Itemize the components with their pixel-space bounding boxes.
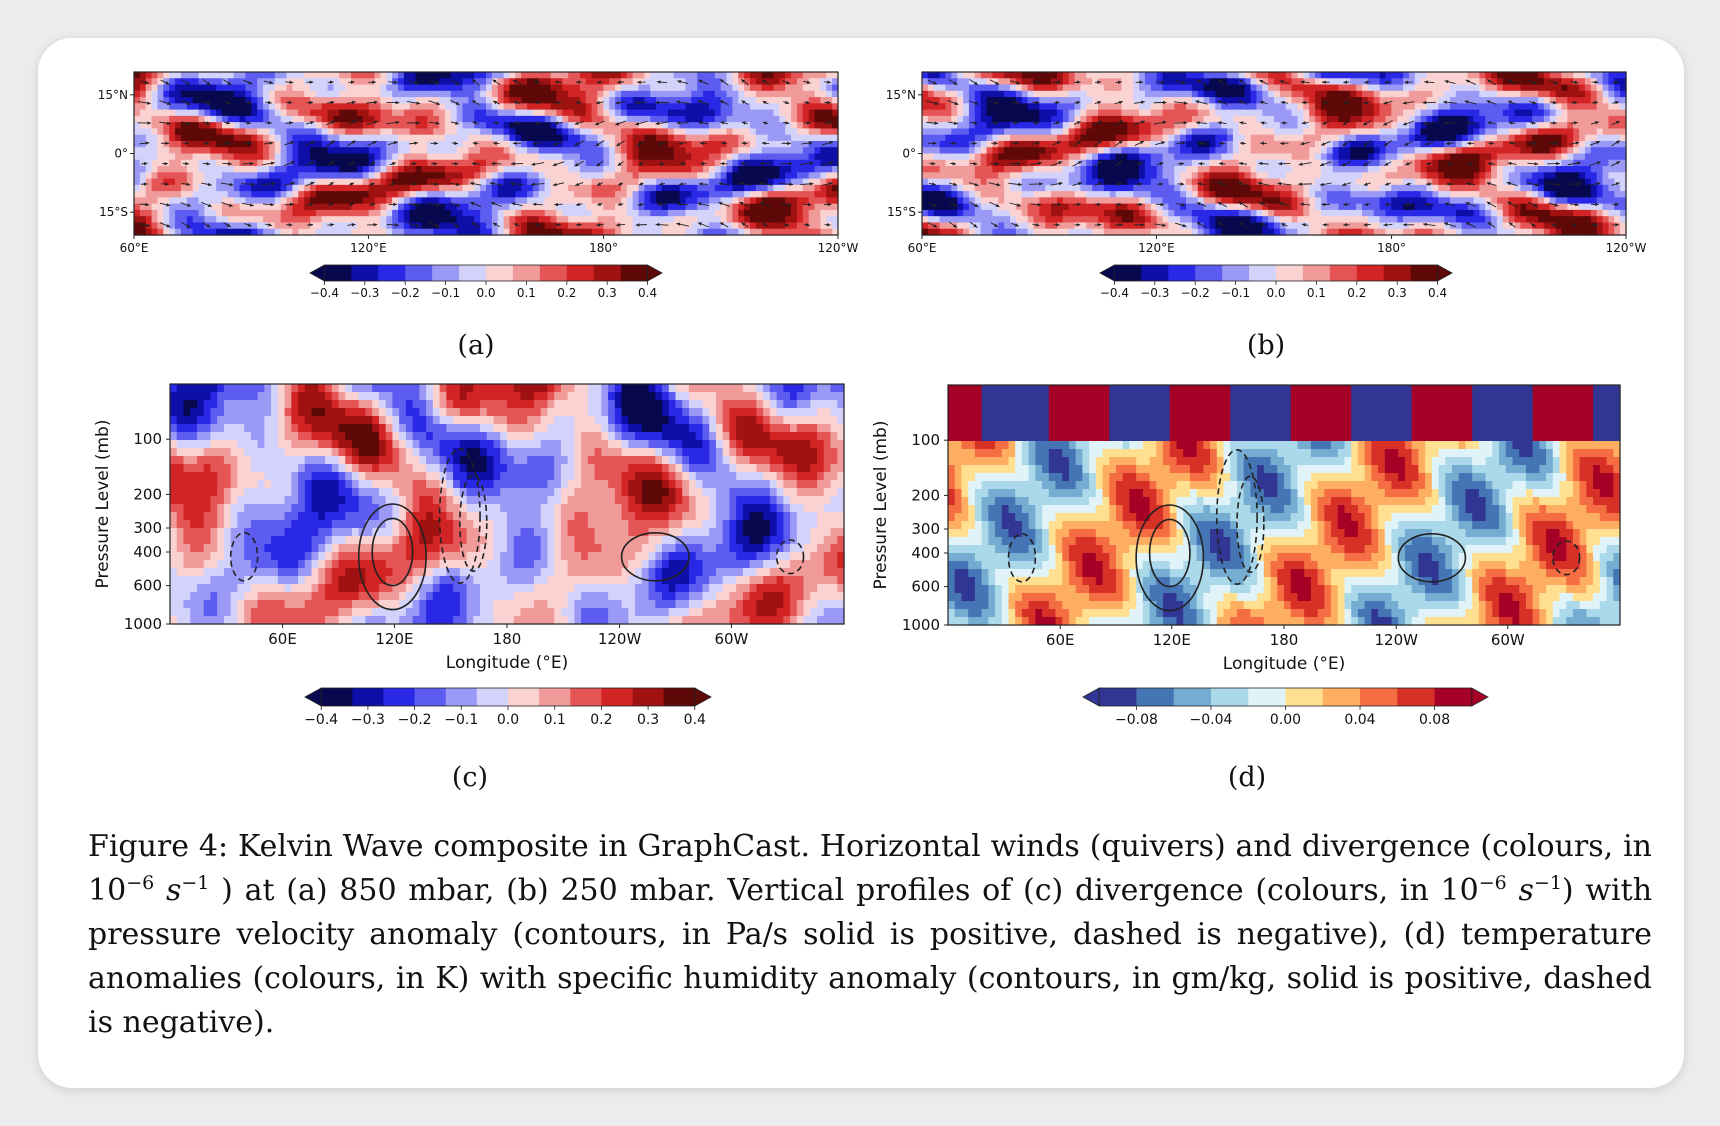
x-axis-label: Longitude (°E) [446, 653, 568, 673]
y-axis-label: Pressure Level (mb) [93, 420, 113, 589]
sublabel-b: (b) [1246, 330, 1286, 361]
wind-quivers-b [926, 79, 1621, 229]
colorbar-tick-label: 0.1 [544, 712, 566, 728]
colorbar-tick-label: 0.2 [557, 286, 576, 300]
figure-caption: Figure 4: Kelvin Wave composite in Graph… [88, 829, 1653, 1040]
y-tick-label: 15°S [887, 205, 916, 219]
sublabel-d: (d) [1227, 762, 1267, 793]
y-tick-label: 400 [911, 544, 940, 562]
y-tick-label: 0° [114, 147, 128, 161]
colorbar-tick-label: 0.08 [1419, 712, 1450, 728]
y-tick-label: 1000 [902, 616, 940, 634]
colorbar-tick-label: −0.4 [304, 712, 338, 728]
colorbar-b: −0.4 −0.3 −0.2 −0.1 0.0 0.1 0.2 0.3 0.4 [1099, 264, 1453, 300]
colorbar-tick-label: −0.1 [1221, 286, 1250, 300]
colorbar-tick-label: −0.2 [398, 712, 432, 728]
colorbar-tick-label: −0.04 [1190, 712, 1233, 728]
colorbar-tick-label: 0.00 [1270, 712, 1301, 728]
y-tick-label: 15°N [886, 88, 916, 102]
colorbar-d: −0.08 −0.04 0.00 0.04 0.08 [1082, 687, 1489, 728]
x-tick-label: 60W [714, 630, 748, 648]
figure-number: Figure 4: [88, 829, 229, 864]
wind-quivers-a [137, 78, 834, 228]
x-tick-label: 60E [268, 630, 297, 648]
x-tick-label: 180 [1270, 631, 1299, 649]
colorbar-tick-label: −0.08 [1115, 712, 1158, 728]
caption-lead: Kelvin Wave composite in GraphCast. Hori… [88, 829, 1653, 908]
y-tick-label: 100 [911, 431, 940, 449]
colorbar-tick-label: 0.0 [1266, 286, 1285, 300]
colorbar-tick-label: −0.4 [1100, 286, 1129, 300]
colorbar-tick-label: 0.0 [476, 286, 495, 300]
heatmap-c [169, 383, 845, 625]
x-tick-label: 180 [493, 630, 522, 648]
y-tick-label: 200 [133, 485, 162, 503]
colorbar-tick-label: −0.2 [391, 286, 420, 300]
colorbar-tick-label: −0.4 [310, 286, 339, 300]
y-tick-label: 100 [133, 430, 162, 448]
colorbar-tick-label: 0.4 [684, 712, 706, 728]
colorbar-tick-label: 0.04 [1344, 712, 1375, 728]
y-tick-label: 15°S [99, 205, 128, 219]
y-tick-label: 200 [911, 486, 940, 504]
colorbar-tick-label: 0.2 [1347, 286, 1366, 300]
heatmap-d [947, 384, 1621, 626]
heatmap-a [133, 71, 839, 236]
x-tick-label: 60°E [120, 241, 149, 255]
colorbar-tick-label: 0.1 [517, 286, 536, 300]
colorbar-tick-label: 0.1 [1307, 286, 1326, 300]
colorbar-tick-label: −0.2 [1181, 286, 1210, 300]
y-tick-label: 600 [911, 578, 940, 596]
x-tick-label: 120°W [1606, 241, 1647, 255]
x-tick-label: 120W [1374, 631, 1418, 649]
y-tick-label: 400 [133, 543, 162, 561]
colorbar-tick-label: 0.3 [1388, 286, 1407, 300]
contours-d [1007, 448, 1581, 612]
colorbar-tick-label: 0.4 [638, 286, 657, 300]
y-tick-label: 0° [902, 147, 916, 161]
colorbar-tick-label: 0.0 [497, 712, 519, 728]
colorbar-tick-label: −0.3 [350, 286, 379, 300]
y-tick-label: 15°N [98, 88, 128, 102]
sublabel-a: (a) [457, 330, 495, 361]
y-axis-label: Pressure Level (mb) [871, 421, 891, 590]
x-tick-label: 60°E [908, 241, 937, 255]
colorbar-tick-label: 0.3 [637, 712, 659, 728]
contours-c [229, 447, 805, 611]
x-tick-label: 120°E [350, 241, 387, 255]
colorbar-tick-label: −0.1 [444, 712, 478, 728]
heatmap-b [921, 71, 1627, 236]
y-tick-label: 1000 [124, 615, 162, 633]
x-tick-label: 120E [1153, 631, 1191, 649]
x-tick-label: 120°W [818, 241, 859, 255]
y-tick-label: 300 [911, 520, 940, 538]
colorbar-tick-label: −0.3 [1140, 286, 1169, 300]
x-axis-label: Longitude (°E) [1223, 654, 1345, 674]
colorbar-tick-label: 0.2 [590, 712, 612, 728]
x-tick-label: 180° [589, 241, 618, 255]
sublabel-c: (c) [451, 762, 489, 793]
x-tick-label: 120E [375, 630, 413, 648]
y-tick-label: 600 [133, 577, 162, 595]
colorbar-c: −0.4 −0.3 −0.2 −0.1 0.0 0.1 0.2 0.3 0.4 [304, 687, 712, 728]
y-tick-label: 300 [133, 519, 162, 537]
x-tick-label: 120°E [1138, 241, 1175, 255]
colorbar-tick-label: 0.3 [598, 286, 617, 300]
colorbar-tick-label: −0.1 [431, 286, 460, 300]
colorbar-a: −0.4 −0.3 −0.2 −0.1 0.0 0.1 0.2 0.3 0.4 [309, 264, 663, 300]
x-tick-label: 60W [1491, 631, 1525, 649]
colorbar-tick-label: 0.4 [1428, 286, 1447, 300]
x-tick-label: 180° [1377, 241, 1406, 255]
x-tick-label: 120W [598, 630, 642, 648]
colorbar-tick-label: −0.3 [351, 712, 385, 728]
x-tick-label: 60E [1046, 631, 1075, 649]
